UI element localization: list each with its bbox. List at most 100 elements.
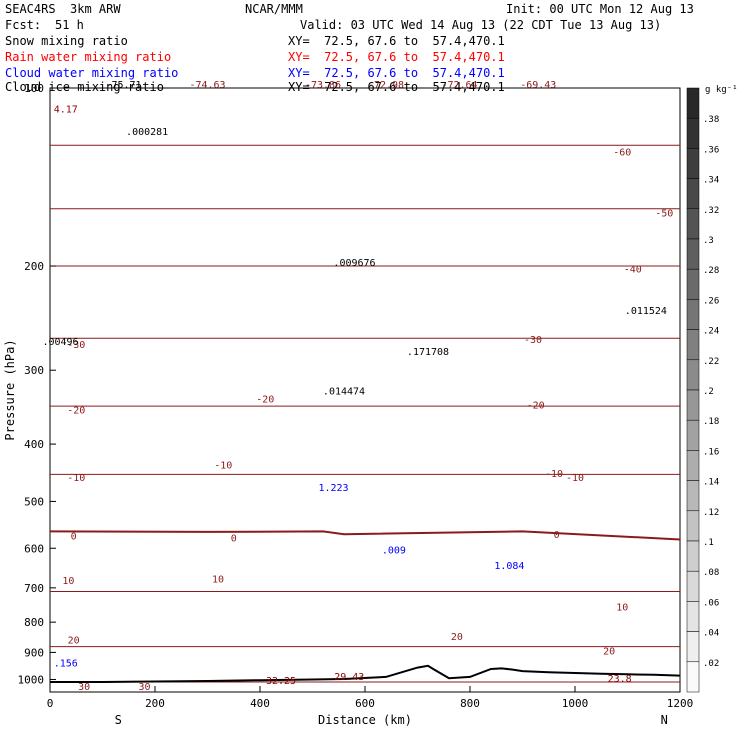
isotherm-label: -69.43 bbox=[520, 80, 556, 91]
isotherm-label: 20 bbox=[451, 632, 463, 643]
colorbar-swatch bbox=[686, 450, 700, 481]
colorbar-swatch bbox=[686, 510, 700, 542]
value-label: .00496 bbox=[42, 337, 78, 348]
isotherm-label: -30 bbox=[524, 335, 542, 346]
field-xy-cloud-water: XY= 72.5, 67.6 to 57.4,470.1 bbox=[288, 66, 505, 80]
isotherm-label: -72.98 bbox=[368, 80, 404, 91]
colorbar-label: .24 bbox=[703, 327, 719, 337]
terrain-line bbox=[50, 664, 681, 683]
colorbar-swatch bbox=[686, 601, 700, 632]
y-tick-label: 400 bbox=[24, 438, 44, 451]
isotherm-label: -10 bbox=[545, 469, 563, 480]
isotherm-0 bbox=[49, 530, 681, 541]
x-tick-label: 400 bbox=[250, 697, 270, 710]
field-name-snow: Snow mixing ratio bbox=[5, 34, 128, 48]
field-xy-snow: XY= 72.5, 67.6 to 57.4,470.1 bbox=[288, 34, 505, 48]
fcst-label: Fcst: bbox=[5, 18, 42, 32]
isotherm-label: -72.64 bbox=[441, 80, 477, 91]
colorbar-label: .16 bbox=[703, 447, 719, 457]
value-label: .171708 bbox=[407, 347, 449, 358]
value-label: 1.084 bbox=[494, 561, 524, 572]
field-xy-rain: XY= 72.5, 67.6 to 57.4,470.1 bbox=[288, 50, 505, 64]
valid-time: Valid: 03 UTC Wed 14 Aug 13 (22 CDT Tue … bbox=[300, 18, 662, 32]
y-tick-label: 1000 bbox=[18, 673, 45, 686]
isotherm-label: 10 bbox=[62, 576, 74, 587]
value-label: 32.25 bbox=[266, 676, 296, 687]
colorbar-label: .26 bbox=[703, 296, 719, 306]
isotherm-label: -50 bbox=[655, 209, 673, 220]
x-tick-label: 1000 bbox=[562, 697, 589, 710]
isotherm-label: 30 bbox=[138, 682, 150, 693]
colorbar-swatch bbox=[686, 268, 700, 300]
value-label: 1.223 bbox=[318, 483, 348, 494]
colorbar-swatch bbox=[686, 299, 700, 330]
colorbar-label: .02 bbox=[703, 659, 719, 669]
value-label: .156 bbox=[54, 658, 78, 669]
colorbar-swatch bbox=[686, 178, 700, 210]
colorbar-swatch bbox=[686, 87, 700, 119]
colorbar-label: .04 bbox=[703, 629, 719, 639]
colorbar-label: .36 bbox=[703, 145, 719, 155]
colorbar-label: .06 bbox=[703, 598, 719, 608]
colorbar-swatch bbox=[686, 148, 700, 179]
y-tick-label: 900 bbox=[24, 646, 44, 659]
fcst-value: 51 h bbox=[55, 18, 84, 32]
isotherm-label: 0 bbox=[231, 534, 237, 545]
isotherm-label: 20 bbox=[68, 636, 80, 647]
isotherm-label: 0 bbox=[71, 532, 77, 543]
value-label: 29.43 bbox=[334, 672, 364, 683]
colorbar-label: .28 bbox=[703, 266, 719, 276]
value-label: .011524 bbox=[625, 306, 667, 317]
value-label: .000281 bbox=[126, 127, 168, 138]
colorbar-unit: g kg⁻¹ bbox=[705, 85, 738, 95]
colorbar-swatch bbox=[686, 570, 700, 602]
x-tick-label: 200 bbox=[145, 697, 165, 710]
colorbar-label: .1 bbox=[703, 538, 714, 548]
colorbar-swatch bbox=[686, 631, 700, 663]
project-title: SEAC4RS 3km ARW bbox=[5, 2, 121, 16]
field-xy-cloud-ice: XY= 72.5, 67.6 to 57.4,470.1 bbox=[288, 80, 505, 94]
colorbar-label: .18 bbox=[703, 417, 719, 427]
colorbar-label: .12 bbox=[703, 508, 719, 518]
field-name-cloud-ice: Cloud ice mixing ratio bbox=[5, 80, 164, 94]
isotherm-label: -20 bbox=[67, 405, 85, 416]
x-tick-label: 600 bbox=[355, 697, 375, 710]
isotherm-label: -20 bbox=[527, 400, 545, 411]
value-label: .009676 bbox=[333, 258, 375, 269]
y-tick-label: 200 bbox=[24, 260, 44, 273]
y-tick-label: 700 bbox=[24, 582, 44, 595]
colorbar-swatch bbox=[686, 480, 700, 512]
y-tick-label: 500 bbox=[24, 495, 44, 508]
isotherm-label: 10 bbox=[212, 574, 224, 585]
colorbar-label: .2 bbox=[703, 387, 714, 397]
value-label: .014474 bbox=[323, 387, 365, 398]
colorbar-swatch bbox=[686, 329, 700, 361]
isotherm-label: 30 bbox=[78, 682, 90, 693]
field-name-cloud-water: Cloud water mixing ratio bbox=[5, 66, 179, 80]
isotherm-label: -10 bbox=[214, 461, 232, 472]
isotherm-label: -73.86 bbox=[305, 80, 341, 91]
colorbar-label: .3 bbox=[703, 236, 714, 246]
x-tick-label: 1200 bbox=[667, 697, 694, 710]
colorbar-label: .34 bbox=[703, 176, 719, 186]
isotherm-label: -60 bbox=[613, 147, 631, 158]
y-tick-label: 300 bbox=[24, 364, 44, 377]
colorbar-swatch bbox=[686, 208, 700, 240]
isotherm-label: -40 bbox=[624, 264, 642, 275]
y-tick-label: 800 bbox=[24, 616, 44, 629]
isotherm-label: -10 bbox=[67, 473, 85, 484]
isotherm-label: -10 bbox=[566, 473, 584, 484]
isotherm-label: -30 bbox=[67, 340, 85, 351]
colorbar-label: .32 bbox=[703, 206, 719, 216]
init-time: Init: 00 UTC Mon 12 Aug 13 bbox=[506, 2, 694, 16]
value-label: 23.8 bbox=[608, 674, 632, 685]
colorbar-swatch bbox=[686, 419, 700, 451]
endpoint-north: N bbox=[661, 713, 668, 727]
colorbar-swatch bbox=[686, 661, 700, 693]
x-axis-label: Distance (km) bbox=[318, 713, 412, 727]
y-tick-label: 100 bbox=[24, 82, 44, 95]
isotherm-label: -74.63 bbox=[189, 80, 225, 91]
colorbar-swatch bbox=[686, 238, 700, 270]
colorbar-swatch bbox=[686, 389, 700, 421]
